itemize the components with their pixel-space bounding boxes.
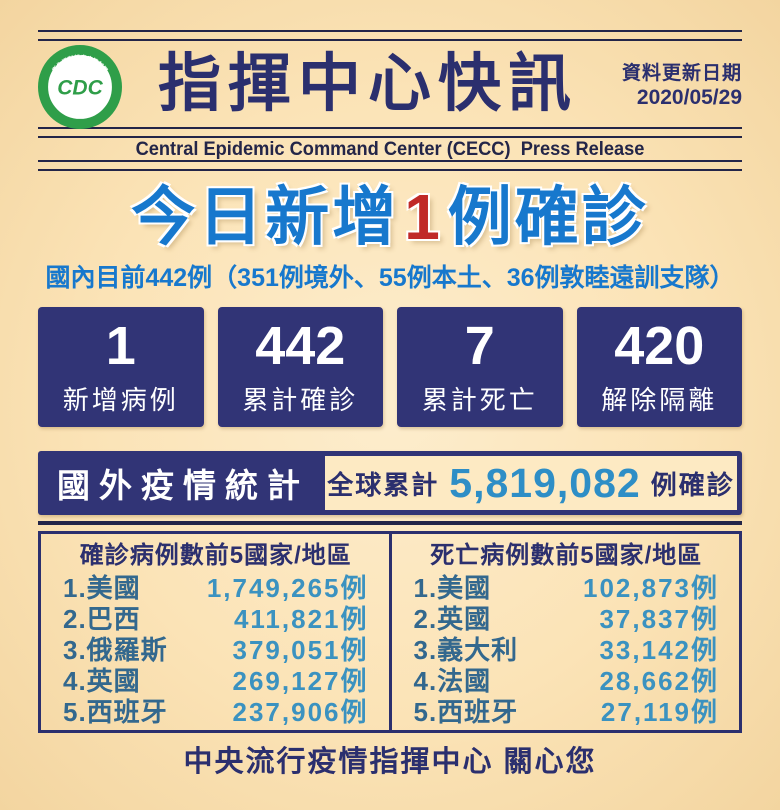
table-row: 3.義大利 33,142例	[414, 635, 720, 666]
table-row: 2.英國 37,837例	[414, 604, 720, 635]
table-row: 5.西班牙 27,119例	[414, 697, 720, 728]
country-label: 3.義大利	[413, 635, 519, 665]
update-date: 資料更新日期 2020/05/29	[614, 58, 742, 110]
table-header: 死亡病例數前5國家/地區	[430, 542, 703, 569]
global-total-prefix: 全球累計	[327, 469, 440, 500]
headline-suffix: 例確診	[447, 181, 649, 253]
footer-message: 中央流行疫情指揮中心 關心您	[183, 746, 597, 778]
stat-new-cases: 1 新增病例	[38, 307, 204, 427]
case-value: 237,906例	[232, 697, 369, 727]
stat-total-deaths: 7 累計死亡	[397, 307, 563, 427]
country-label: 1.美國	[63, 573, 141, 603]
table-row: 2.巴西 411,821例	[63, 604, 369, 635]
subtitle-english: Central Epidemic Command Center (CECC) P…	[135, 139, 645, 160]
headline-prefix: 今日新增	[131, 181, 400, 253]
update-date-value: 2020/05/29	[636, 86, 742, 109]
stat-total-confirmed: 442 累計確診	[217, 307, 383, 427]
header-divider	[38, 127, 742, 138]
cdc-logo-text: CDC	[57, 77, 103, 100]
death-value: 33,142例	[599, 635, 719, 665]
header: 衛生福利部疾病管制署 Centers for Disease Control C…	[38, 41, 742, 129]
case-value: 379,051例	[232, 635, 369, 665]
stat-value: 1	[105, 316, 136, 376]
country-label: 1.美國	[413, 573, 492, 603]
table-row: 4.英國 269,127例	[63, 666, 369, 697]
stat-label: 解除隔離	[601, 385, 718, 415]
country-label: 4.英國	[63, 666, 141, 696]
domestic-breakdown: 國內目前442例（351例境外、55例本土、36例敦睦遠訓支隊）	[45, 264, 735, 292]
case-value: 1,749,265例	[206, 573, 369, 603]
death-value: 28,662例	[599, 666, 719, 696]
global-total-suffix: 例確診	[650, 469, 735, 500]
stat-label: 累計確診	[242, 385, 359, 415]
table-row: 5.西班牙 237,906例	[63, 697, 369, 728]
top-double-divider	[38, 30, 742, 41]
stat-value: 7	[464, 316, 495, 376]
top5-tables: 確診病例數前5國家/地區 1.美國 1,749,265例 2.巴西 411,82…	[38, 531, 742, 733]
cdc-logo: 衛生福利部疾病管制署 Centers for Disease Control C…	[38, 45, 122, 129]
death-value: 27,119例	[600, 697, 719, 727]
case-value: 269,127例	[232, 666, 369, 696]
country-label: 5.西班牙	[63, 697, 168, 727]
confirmed-top5-table: 確診病例數前5國家/地區 1.美國 1,749,265例 2.巴西 411,82…	[41, 534, 389, 730]
death-value: 102,873例	[583, 573, 719, 603]
table-row: 4.法國 28,662例	[414, 666, 720, 697]
update-date-label: 資料更新日期	[621, 63, 742, 84]
table-row: 3.俄羅斯 379,051例	[63, 635, 369, 666]
global-total-panel: 全球累計 5,819,082 例確診	[325, 456, 737, 510]
country-label: 4.法國	[413, 666, 492, 696]
page-title: 指揮中心快訊	[158, 49, 578, 119]
country-label: 3.俄羅斯	[63, 635, 168, 665]
subtitle-divider	[38, 160, 742, 171]
country-label: 5.西班牙	[413, 697, 519, 727]
stat-released-isolation: 420 解除隔離	[576, 307, 742, 427]
global-total-number: 5,819,082	[449, 459, 641, 506]
global-stats-title: 國外疫情統計	[57, 467, 309, 504]
stat-value: 420	[614, 316, 705, 376]
table-row: 1.美國 102,873例	[414, 573, 720, 604]
headline-new-case-count: 1	[404, 181, 443, 253]
table-header: 確診病例數前5國家/地區	[79, 542, 352, 569]
stat-label: 累計死亡	[421, 385, 538, 415]
case-value: 411,821例	[233, 604, 369, 634]
country-label: 2.英國	[413, 604, 492, 634]
section-divider	[38, 521, 742, 525]
deaths-top5-table: 死亡病例數前5國家/地區 1.美國 102,873例 2.英國 37,837例 …	[388, 534, 740, 730]
cdc-logo-ring	[38, 45, 122, 129]
death-value: 37,837例	[599, 604, 719, 634]
stat-value: 442	[255, 316, 346, 376]
country-label: 2.巴西	[63, 604, 141, 634]
table-row: 1.美國 1,749,265例	[63, 573, 369, 604]
press-release-infographic: 衛生福利部疾病管制署 Centers for Disease Control C…	[0, 30, 780, 810]
stat-label: 新增病例	[62, 385, 179, 415]
stat-box-row: 1 新增病例 442 累計確診 7 累計死亡 420 解除隔離	[38, 307, 742, 427]
global-stats-bar: 國外疫情統計 全球累計 5,819,082 例確診	[38, 451, 742, 515]
headline: 今日新增1例確診	[38, 171, 742, 263]
